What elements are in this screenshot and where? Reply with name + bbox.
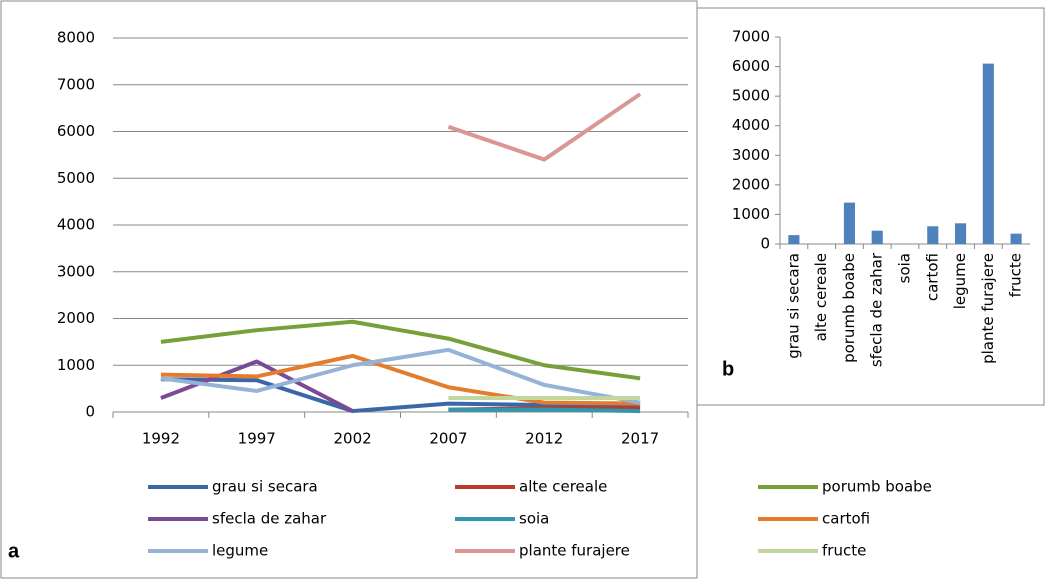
x-tick-label: 2007: [429, 430, 467, 448]
x-tick-label: cartofi: [923, 253, 941, 301]
y-tick-label: 7000: [732, 28, 770, 46]
bar: [1010, 233, 1022, 244]
bar: [788, 235, 800, 244]
y-tick-label: 5000: [732, 87, 770, 105]
bar: [843, 202, 855, 244]
legend-label: cartofi: [822, 510, 870, 528]
legend-label: porumb boabe: [822, 478, 932, 496]
legend-label: soia: [519, 510, 549, 528]
series-line: [160, 359, 354, 413]
panel-label: b: [722, 358, 734, 380]
legend-label: fructe: [822, 542, 866, 560]
bar: [955, 223, 967, 244]
series-line: [160, 377, 641, 414]
x-tick-label: porumb boabe: [840, 253, 858, 363]
bar: [927, 226, 939, 244]
y-tick-label: 1000: [732, 205, 770, 223]
y-tick-label: 1000: [57, 356, 95, 374]
y-tick-label: 6000: [732, 57, 770, 75]
x-tick-label: alte cereale: [812, 253, 830, 341]
legend-label: alte cereale: [519, 478, 607, 496]
series-line: [160, 353, 641, 406]
series-line: [160, 347, 641, 405]
panel-a: [0, 0, 698, 579]
series-line: [160, 319, 641, 381]
panel-label: a: [8, 540, 20, 562]
x-tick-label: sfecla de zahar: [868, 252, 886, 367]
x-tick-label: grau si secara: [784, 253, 802, 359]
bar: [982, 63, 994, 244]
series-line: [447, 92, 642, 162]
x-tick-label: soia: [896, 253, 914, 283]
y-tick-label: 7000: [57, 75, 95, 93]
y-tick-label: 5000: [57, 169, 95, 187]
x-tick-label: 1992: [142, 430, 180, 448]
y-tick-label: 4000: [732, 116, 770, 134]
x-tick-label: fructe: [1007, 253, 1025, 297]
x-tick-label: plante furajere: [979, 253, 997, 364]
x-tick-label: 1997: [238, 430, 276, 448]
y-tick-label: 4000: [57, 216, 95, 234]
bar: [871, 230, 883, 244]
series-line: [448, 407, 641, 414]
y-tick-label: 3000: [57, 262, 95, 280]
x-tick-label: 2017: [621, 430, 659, 448]
x-tick-label: 2012: [525, 430, 563, 448]
y-tick-label: 0: [85, 403, 95, 421]
legend-label: plante furajere: [519, 542, 630, 560]
x-tick-label: 2002: [333, 430, 371, 448]
legend-label: grau si secara: [212, 478, 318, 496]
y-tick-label: 3000: [732, 146, 770, 164]
x-tick-label: legume: [951, 253, 969, 309]
legend-label: sfecla de zahar: [212, 510, 327, 528]
legend-label: legume: [212, 542, 268, 560]
y-tick-label: 2000: [732, 175, 770, 193]
y-tick-label: 6000: [57, 122, 95, 140]
y-tick-label: 2000: [57, 309, 95, 327]
y-tick-label: 8000: [57, 29, 95, 47]
y-tick-label: 0: [760, 235, 770, 253]
